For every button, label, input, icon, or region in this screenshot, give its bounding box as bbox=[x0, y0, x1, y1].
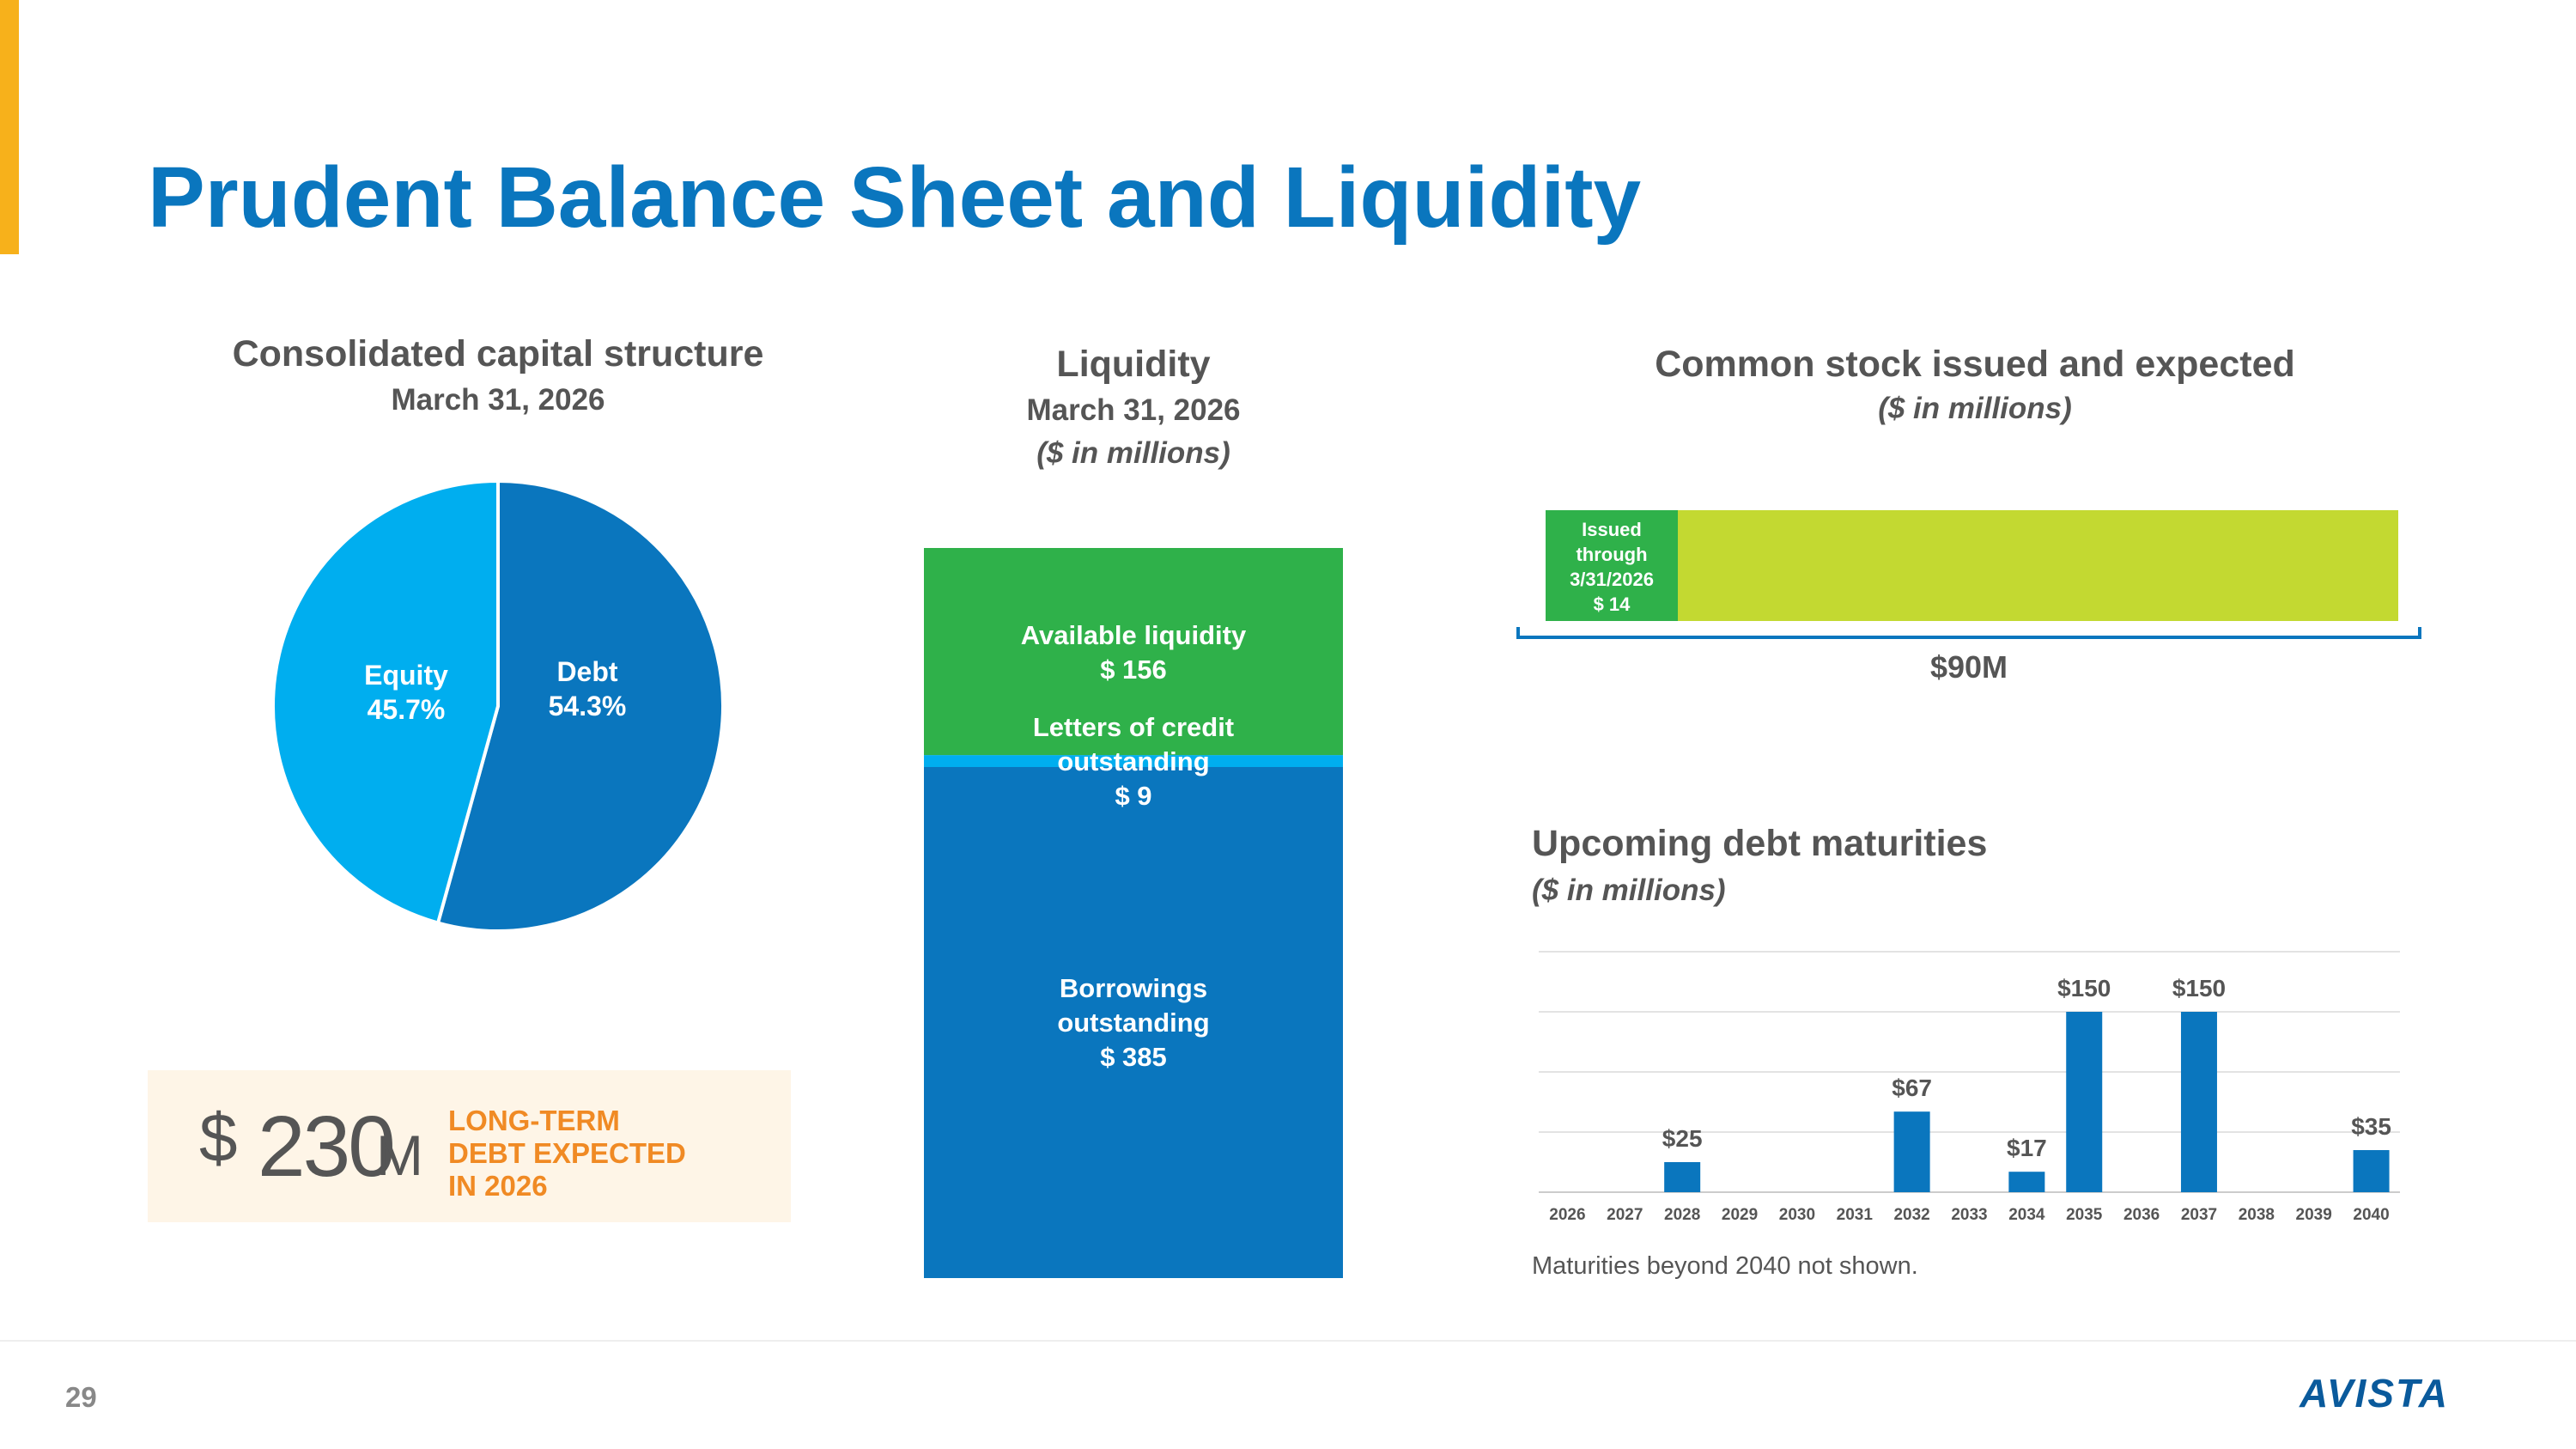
maturity-data-label-2037: $150 bbox=[2172, 975, 2226, 1002]
debt-maturities-units: ($ in millions) bbox=[1532, 874, 1726, 907]
equity-label-text: Equity bbox=[364, 660, 448, 691]
borrowings-value: $ 385 bbox=[1100, 1042, 1167, 1072]
avista-logo: AVISTA bbox=[2299, 1371, 2449, 1416]
year-tick-label-2026: 2026 bbox=[1549, 1206, 1585, 1224]
maturity-bar-2034 bbox=[2008, 1172, 2045, 1192]
common-stock-title: Common stock issued and expected bbox=[1655, 344, 2295, 385]
accent-bar bbox=[0, 0, 19, 254]
year-tick-label-2033: 2033 bbox=[1951, 1206, 1987, 1224]
year-tick-label-2027: 2027 bbox=[1607, 1206, 1643, 1224]
callout-dollar-sign: $ bbox=[199, 1099, 238, 1176]
maturity-bar-2032 bbox=[1893, 1111, 1930, 1192]
total-bracket bbox=[1516, 627, 2421, 639]
debt-label-text: Debt bbox=[556, 656, 618, 687]
debt-maturities-chart: 2026 2027 $25 2028 2029 2030 2031 $67 2032 2033 $1… bbox=[1539, 951, 2400, 1224]
common-stock-units: ($ in millions) bbox=[1878, 392, 2072, 425]
maturity-bar-2035 bbox=[2066, 1012, 2103, 1192]
year-tick-label-2032: 2032 bbox=[1893, 1206, 1929, 1224]
liquidity-segment-0 bbox=[924, 767, 1343, 1278]
maturity-data-label-2035: $150 bbox=[2057, 975, 2111, 1002]
capital-structure-date: March 31, 2026 bbox=[391, 383, 605, 417]
page-title: Prudent Balance Sheet and Liquidity bbox=[148, 149, 1642, 246]
expected-segment bbox=[1678, 510, 2398, 621]
maturity-data-label-2028: $25 bbox=[1662, 1125, 1703, 1152]
year-tick-label-2029: 2029 bbox=[1722, 1206, 1758, 1224]
issued-line-2: through bbox=[1576, 544, 1648, 565]
debt-maturities-title: Upcoming debt maturities bbox=[1532, 823, 1988, 864]
available-liquidity-value: $ 156 bbox=[1100, 654, 1167, 685]
available-liquidity-text: Available liquidity bbox=[1020, 620, 1247, 650]
pie-slice-debt bbox=[435, 478, 725, 933]
maturity-bar-2040 bbox=[2353, 1150, 2390, 1192]
callout-line-1: LONG-TERM bbox=[448, 1105, 620, 1136]
letters-of-credit-label: Letters of credit outstanding $ 9 bbox=[925, 710, 1342, 813]
stock-total-label: $90M bbox=[1929, 649, 2008, 685]
capital-structure-title: Consolidated capital structure bbox=[232, 333, 764, 374]
borrowings-text-2: outstanding bbox=[1057, 1008, 1210, 1038]
callout-amount: 230 bbox=[258, 1099, 396, 1195]
callout-line-3: IN 2026 bbox=[448, 1170, 548, 1202]
borrowings-text-1: Borrowings bbox=[1059, 973, 1208, 1003]
year-tick-label-2028: 2028 bbox=[1664, 1206, 1700, 1224]
year-tick-label-2038: 2038 bbox=[2239, 1206, 2275, 1224]
issued-segment: Issued through 3/31/2026 $ 14 bbox=[1546, 510, 1678, 621]
debt-maturities-footnote: Maturities beyond 2040 not shown. bbox=[1532, 1252, 1918, 1280]
maturity-data-label-2034: $17 bbox=[2007, 1135, 2047, 1161]
liquidity-segment-2 bbox=[924, 548, 1343, 756]
equity-label: Equity 45.7% bbox=[346, 658, 466, 727]
issued-line-3: 3/31/2026 bbox=[1570, 569, 1654, 590]
debt-value: 54.3% bbox=[548, 691, 627, 721]
borrowings-label: Borrowings outstanding $ 385 bbox=[925, 971, 1342, 1075]
letters-of-credit-value: $ 9 bbox=[1115, 781, 1152, 811]
issued-line-1: Issued bbox=[1582, 519, 1642, 540]
year-tick-label-2031: 2031 bbox=[1837, 1206, 1874, 1224]
maturity-bar-2037 bbox=[2180, 1012, 2217, 1192]
maturity-bar-2028 bbox=[1664, 1162, 1701, 1192]
debt-label: Debt 54.3% bbox=[527, 654, 647, 723]
available-liquidity-label: Available liquidity $ 156 bbox=[925, 618, 1342, 687]
equity-value: 45.7% bbox=[367, 694, 446, 725]
page-number: 29 bbox=[65, 1381, 97, 1413]
letters-of-credit-text-2: outstanding bbox=[1057, 746, 1210, 776]
year-tick-label-2037: 2037 bbox=[2181, 1206, 2217, 1224]
liquidity-title: Liquidity bbox=[1056, 344, 1211, 385]
liquidity-stacked-bar bbox=[924, 548, 1343, 1278]
year-tick-label-2039: 2039 bbox=[2296, 1206, 2332, 1224]
liquidity-units: ($ in millions) bbox=[1036, 436, 1230, 470]
logo-text: AVISTA bbox=[2299, 1371, 2449, 1416]
year-tick-label-2030: 2030 bbox=[1779, 1206, 1815, 1224]
liquidity-segment-1 bbox=[924, 755, 1343, 767]
long-term-debt-callout bbox=[148, 1070, 791, 1222]
pie-slice-equity bbox=[271, 478, 500, 925]
issued-value: $ 14 bbox=[1593, 594, 1631, 615]
callout-line-2: DEBT EXPECTED bbox=[448, 1137, 686, 1169]
year-tick-label-2040: 2040 bbox=[2353, 1206, 2389, 1224]
year-tick-label-2034: 2034 bbox=[2008, 1206, 2045, 1224]
maturity-data-label-2040: $35 bbox=[2351, 1113, 2391, 1140]
maturity-data-label-2032: $67 bbox=[1892, 1075, 1932, 1101]
footer-divider bbox=[0, 1340, 2576, 1342]
capital-structure-pie bbox=[271, 478, 725, 933]
callout-text: LONG-TERM DEBT EXPECTED IN 2026 bbox=[448, 1105, 686, 1202]
year-tick-label-2035: 2035 bbox=[2066, 1206, 2103, 1224]
letters-of-credit-text-1: Letters of credit bbox=[1032, 712, 1235, 742]
callout-unit: M bbox=[376, 1123, 423, 1187]
year-tick-label-2036: 2036 bbox=[2123, 1206, 2160, 1224]
liquidity-date: March 31, 2026 bbox=[1026, 393, 1241, 427]
